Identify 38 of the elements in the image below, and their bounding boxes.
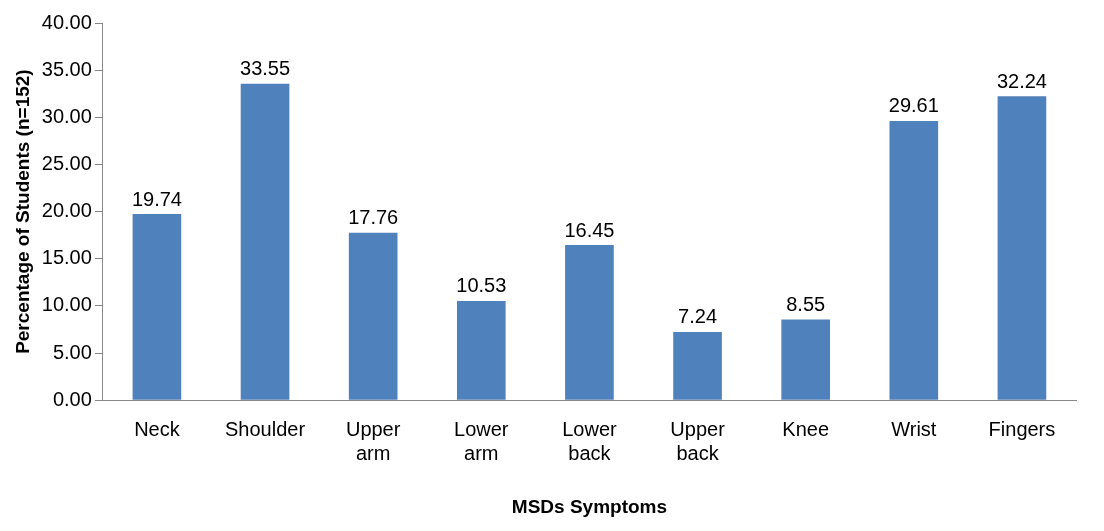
- x-tick-label: Fingers: [988, 417, 1056, 440]
- x-tick-label: Upper back: [670, 417, 726, 464]
- bar: [348, 232, 398, 400]
- bar: [781, 319, 831, 400]
- bar: [889, 120, 939, 400]
- data-label: 29.61: [888, 94, 939, 117]
- y-tick-label: 20.00: [41, 199, 92, 222]
- y-tick-label: 5.00: [52, 340, 92, 363]
- data-label: 8.55: [786, 293, 826, 316]
- y-tick-label: 40.00: [41, 10, 92, 33]
- x-axis-title: MSDs Symptoms: [511, 495, 668, 517]
- data-label: 7.24: [678, 305, 718, 328]
- bar: [673, 331, 722, 400]
- x-tick-label: Knee: [782, 417, 830, 440]
- bar: [132, 214, 182, 400]
- data-label: 19.74: [131, 187, 182, 210]
- bar: [997, 96, 1047, 400]
- x-tick-label: Lower back: [562, 417, 617, 464]
- x-tick-label: Wrist: [891, 417, 937, 440]
- x-tick-label: Neck: [134, 417, 181, 440]
- y-tick-label: 15.00: [41, 246, 92, 269]
- data-label: 33.55: [240, 57, 291, 80]
- data-label: 16.45: [564, 218, 615, 241]
- y-tick-label: 25.00: [41, 151, 92, 174]
- y-tick-label: 30.00: [41, 104, 92, 127]
- y-tick-label: 0.00: [52, 387, 92, 410]
- x-tick-label: Upper arm: [345, 417, 401, 464]
- y-tick-label: 35.00: [41, 57, 92, 80]
- y-axis-title: Percentage of Students (n=152): [11, 69, 33, 354]
- data-label: 32.24: [996, 69, 1047, 92]
- data-label: 17.76: [348, 206, 399, 229]
- y-tick-label: 10.00: [41, 293, 92, 316]
- bar: [565, 245, 614, 400]
- bar: [240, 83, 290, 400]
- x-tick-label: Lower arm: [454, 417, 509, 464]
- data-label: 10.53: [456, 274, 507, 297]
- bar: [456, 300, 506, 400]
- x-tick-label: Shoulder: [225, 417, 306, 440]
